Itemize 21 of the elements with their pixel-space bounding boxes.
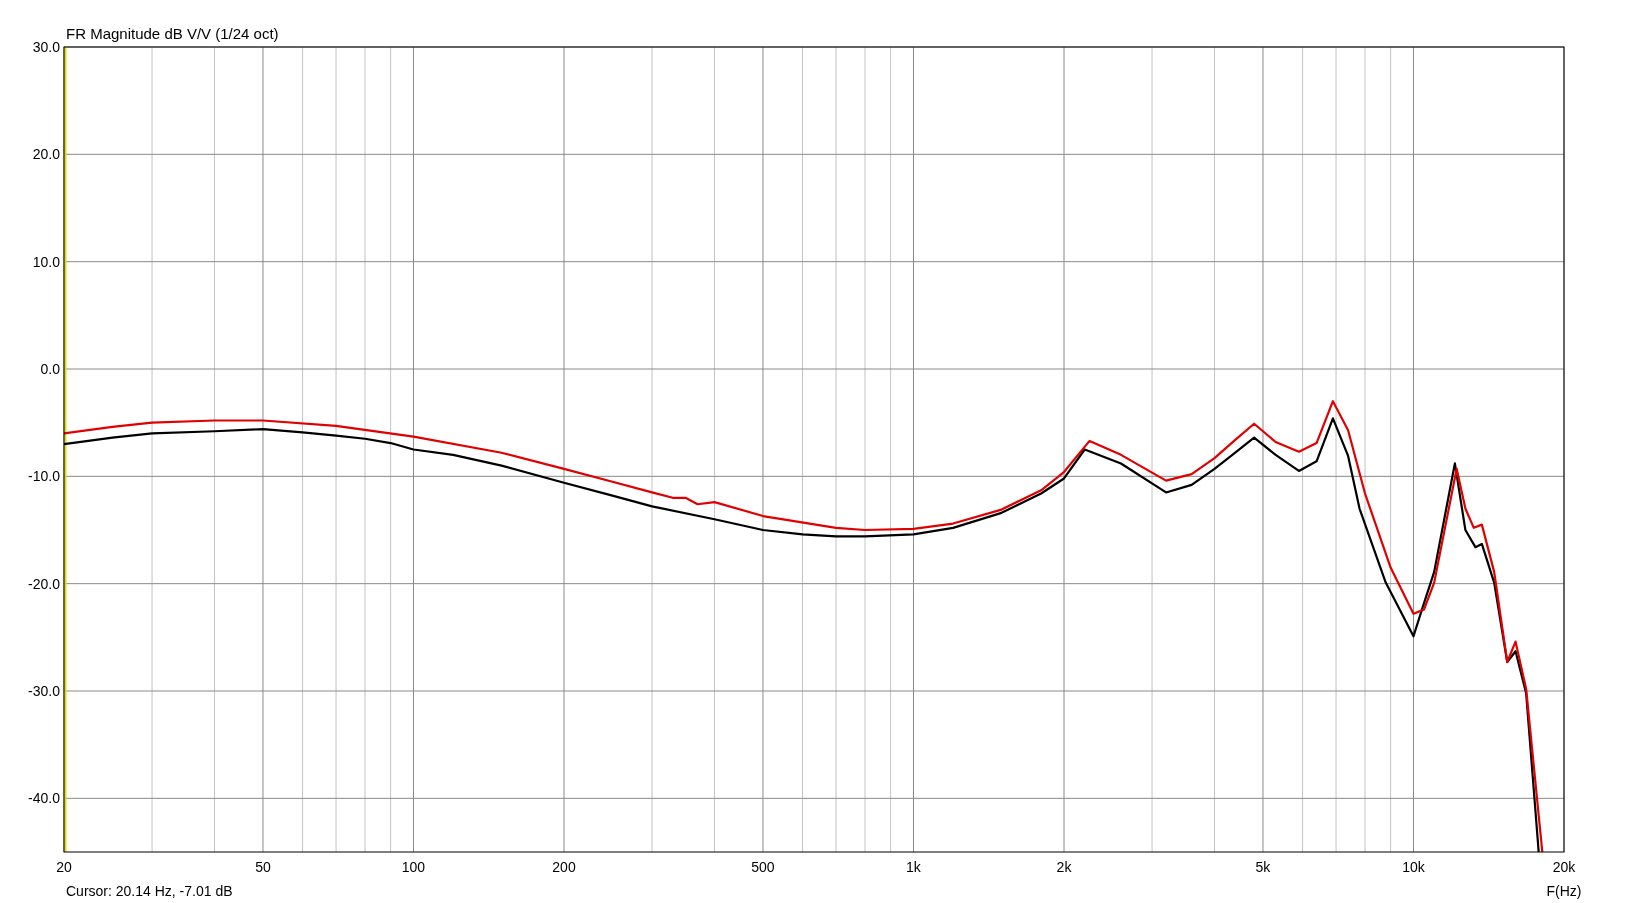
x-tick-label: 200 (552, 859, 576, 875)
x-tick-label: 50 (255, 859, 271, 875)
y-tick-label: 30.0 (32, 39, 61, 55)
y-tick-label: -20.0 (28, 575, 61, 592)
x-tick-label: 2k (1056, 859, 1073, 875)
x-tick-label: 10k (1402, 859, 1426, 875)
y-tick-label: 20.0 (32, 146, 61, 163)
x-axis-title: F(Hz) (1546, 883, 1582, 899)
x-tick-label: 500 (751, 859, 775, 875)
x-tick-label: 100 (401, 859, 426, 875)
x-tick-label: 20 (56, 859, 72, 875)
y-tick-label: -40.0 (28, 790, 61, 807)
x-tick-label: 20k (1552, 859, 1577, 875)
y-tick-label: 10.0 (32, 253, 61, 270)
x-tick-label: 1k (906, 859, 922, 875)
text: Cursor: 20.14 Hz, -7.01 dB (66, 883, 233, 899)
chart-title: FR Magnitude dB V/V (1/24 oct) (66, 25, 279, 42)
y-tick-label: -30.0 (28, 683, 61, 699)
y-tick-label: 0.0 (40, 361, 61, 377)
y-tick-label: -10.0 (28, 468, 61, 485)
x-tick-label: 5k (1255, 859, 1272, 875)
